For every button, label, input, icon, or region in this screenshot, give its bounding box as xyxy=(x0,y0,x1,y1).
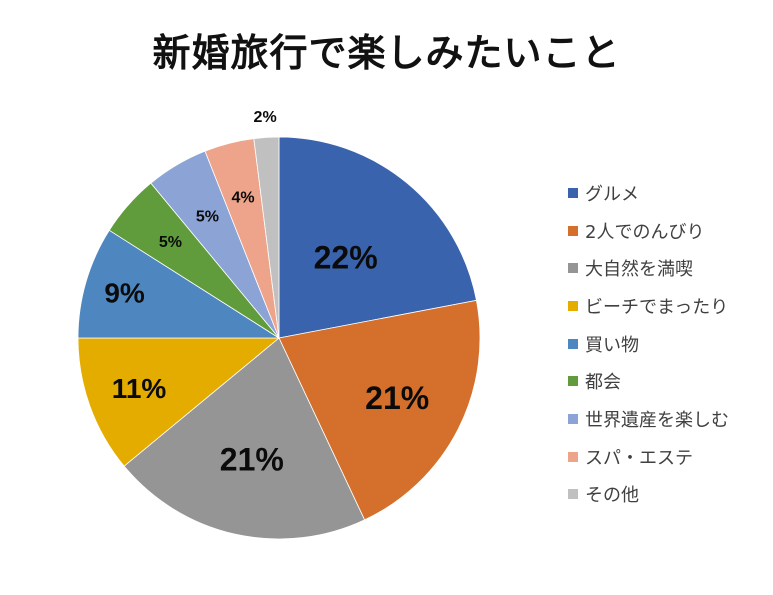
pie-slice xyxy=(77,337,281,467)
legend-item-nature: 大自然を満喫 xyxy=(568,249,729,287)
legend-label: 大自然を満喫 xyxy=(585,259,693,281)
chart-title: 新婚旅行で楽しみたいこと xyxy=(152,31,621,75)
legend-swatch-icon xyxy=(568,263,578,274)
slice-data-label: 4% xyxy=(231,189,254,206)
legend-item-world-heritage: 世界遺産を楽しむ xyxy=(568,400,729,438)
legend-swatch-icon xyxy=(568,300,578,311)
legend: グルメ 2人でのんびり 大自然を満喫 ビーチでまったり 買い物 都会 世界遺産を… xyxy=(568,174,729,513)
legend-label: ビーチでまったり xyxy=(585,296,729,318)
legend-swatch-icon xyxy=(568,413,578,424)
pie-slice xyxy=(253,136,280,339)
legend-label: スパ・エステ xyxy=(585,447,693,469)
slice-data-label: 22% xyxy=(314,239,378,275)
legend-item-relax-together: 2人でのんびり xyxy=(568,212,729,250)
legend-item-city: 都会 xyxy=(568,362,729,400)
slice-data-label: 21% xyxy=(220,442,284,478)
legend-swatch-icon xyxy=(568,451,578,462)
legend-item-gourmet: グルメ xyxy=(568,174,729,212)
pie-slice xyxy=(278,136,477,339)
legend-item-beach: ビーチでまったり xyxy=(568,287,729,325)
legend-label: グルメ xyxy=(585,183,639,205)
legend-label: 世界遺産を楽しむ xyxy=(585,409,729,431)
legend-swatch-icon xyxy=(568,225,578,236)
legend-swatch-icon xyxy=(568,489,578,500)
legend-swatch-icon xyxy=(568,376,578,387)
legend-label: その他 xyxy=(585,485,639,507)
pie-slice xyxy=(77,229,281,339)
pie-slice xyxy=(278,299,481,521)
pie-slice xyxy=(123,337,366,540)
slice-data-label: 2% xyxy=(254,109,277,126)
slice-data-label: 5% xyxy=(159,234,182,251)
legend-label: 都会 xyxy=(585,372,621,394)
slice-data-label: 9% xyxy=(104,278,145,309)
legend-item-other: その他 xyxy=(568,476,729,514)
legend-item-spa: スパ・エステ xyxy=(568,438,729,476)
slice-data-label: 11% xyxy=(112,373,167,404)
legend-swatch-icon xyxy=(568,187,578,198)
legend-label: 買い物 xyxy=(585,334,639,356)
legend-label: 2人でのんびり xyxy=(585,221,705,243)
legend-item-shopping: 買い物 xyxy=(568,325,729,363)
legend-swatch-icon xyxy=(568,338,578,349)
slice-data-label: 21% xyxy=(365,380,429,416)
slice-data-label: 5% xyxy=(196,208,219,225)
